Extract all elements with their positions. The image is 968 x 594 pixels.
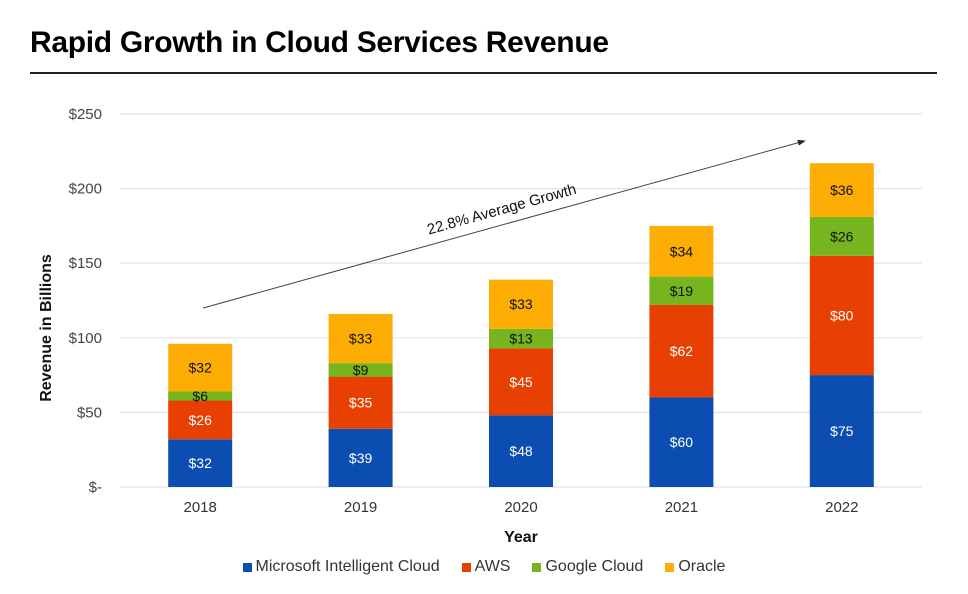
bar-segment	[328, 376, 393, 429]
y-axis-ticks: $- $50 $100 $150 $200 $250	[69, 106, 102, 496]
bar-segment	[328, 363, 393, 377]
bar-segment	[649, 397, 714, 487]
legend-label: Google Cloud	[545, 558, 644, 575]
legend-swatch	[532, 562, 542, 572]
y-tick-label: $50	[77, 404, 102, 421]
bar-segment	[328, 428, 393, 487]
bar-segment	[649, 276, 714, 305]
bar-segment	[489, 415, 553, 487]
bar-segment	[809, 163, 874, 217]
y-tick-label: $200	[69, 181, 102, 198]
bar-stack-2019: $39 $35 $9 $33	[328, 313, 393, 487]
growth-arrow	[203, 139, 806, 309]
data-label: $6	[192, 388, 208, 404]
data-label: $34	[670, 243, 694, 259]
y-tick-label: $150	[69, 255, 102, 272]
x-tick-label: 2019	[344, 499, 377, 516]
data-label: $33	[349, 331, 373, 347]
legend-item: Microsoft Intelligent Cloud	[242, 558, 440, 576]
legend-label: Microsoft Intelligent Cloud	[255, 558, 440, 575]
bars: $32 $26 $6 $32 $39 $35 $9 $33 $48 $45 $13 $33 $60 $62…	[168, 163, 874, 487]
bar-segment	[809, 375, 874, 487]
data-label: $39	[349, 450, 373, 466]
x-tick-label: 2018	[184, 499, 217, 516]
x-tick-label: 2022	[825, 499, 858, 516]
data-label: $62	[670, 343, 694, 359]
data-label: $60	[670, 434, 694, 450]
data-label: $19	[670, 283, 694, 299]
legend-swatch	[242, 562, 252, 572]
legend-swatch	[665, 562, 675, 572]
legend-label: AWS	[474, 558, 511, 575]
x-axis-label: Year	[504, 529, 538, 546]
x-tick-label: 2020	[504, 499, 537, 516]
x-axis-ticks: 2018 2019 2020 2021 2022	[184, 499, 859, 516]
legend: Microsoft Intelligent Cloud AWS Google Clo…	[0, 558, 968, 576]
legend-item: Google Cloud	[532, 558, 643, 576]
data-label: $33	[509, 296, 533, 312]
y-tick-label: $100	[69, 330, 102, 347]
data-label: $32	[189, 455, 213, 471]
x-tick-label: 2021	[665, 499, 698, 516]
bar-stack-2022: $75 $80 $26 $36	[809, 163, 874, 487]
legend-item: Oracle	[665, 558, 725, 576]
data-label: $48	[509, 443, 533, 459]
y-tick-label: $250	[69, 106, 102, 123]
bar-segment	[489, 348, 553, 416]
bar-segment	[809, 216, 874, 256]
data-label: $9	[353, 362, 369, 378]
y-tick-label: $-	[89, 479, 102, 496]
bar-segment	[168, 439, 233, 487]
data-label: $75	[830, 423, 854, 439]
data-label: $26	[189, 412, 213, 428]
data-label: $35	[349, 395, 373, 411]
data-label: $26	[830, 228, 854, 244]
data-label: $45	[509, 374, 533, 390]
legend-swatch	[461, 562, 471, 572]
data-label: $36	[830, 182, 854, 198]
legend-label: Oracle	[678, 558, 726, 575]
title-divider	[30, 72, 937, 74]
y-axis-label: Revenue in Billions	[38, 254, 55, 402]
bar-stack-2020: $48 $45 $13 $33	[489, 279, 553, 487]
data-label: $32	[189, 360, 213, 376]
bar-stack-2021: $60 $62 $19 $34	[649, 225, 714, 487]
bar-segment	[168, 343, 233, 392]
bar-segment	[168, 400, 233, 440]
data-label: $13	[509, 331, 533, 347]
bar-segment	[649, 304, 714, 398]
bar-segment	[809, 255, 874, 376]
legend-item: AWS	[461, 558, 511, 576]
bar-segment	[649, 225, 714, 277]
bar-segment	[489, 279, 553, 329]
page-title: Rapid Growth in Cloud Services Revenue	[30, 26, 609, 59]
bar-segment	[489, 328, 553, 349]
bar-segment	[168, 391, 233, 401]
bar-stack-2018: $32 $26 $6 $32	[168, 343, 233, 487]
bar-segment	[328, 313, 393, 364]
data-label: $80	[830, 307, 854, 323]
